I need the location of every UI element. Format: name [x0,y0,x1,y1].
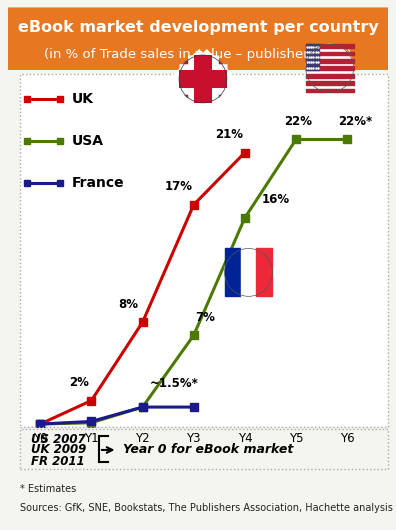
Bar [306,89,354,92]
Text: 17%: 17% [164,180,192,193]
Text: 22%: 22% [285,115,312,128]
Text: ~1.5%*: ~1.5%* [150,377,199,391]
Text: 7%: 7% [195,311,215,324]
Text: Sources: GfK, SNE, Bookstats, The Publishers Association, Hachette analysis: Sources: GfK, SNE, Bookstats, The Publis… [20,504,393,513]
Circle shape [306,45,354,92]
Text: 2%: 2% [69,376,89,389]
Text: (in % of Trade sales in value – publisher price): (in % of Trade sales in value – publishe… [44,48,352,61]
Circle shape [225,249,272,296]
Text: 21%: 21% [215,128,244,141]
Bar [257,249,272,296]
Text: FR 2011: FR 2011 [31,455,84,467]
Bar [306,74,354,77]
Bar [306,52,354,56]
Text: 8%: 8% [118,298,138,311]
Text: USA: USA [71,134,103,148]
FancyBboxPatch shape [8,7,388,70]
Bar [306,81,354,85]
Text: 16%: 16% [261,193,289,206]
Bar [306,45,354,48]
Text: UK: UK [71,92,93,106]
Bar [20,74,388,427]
Text: UK 2009: UK 2009 [31,444,86,456]
Text: * Estimates: * Estimates [20,484,76,494]
Bar [306,45,319,70]
Bar [306,59,354,63]
Text: France: France [71,176,124,190]
Circle shape [179,55,227,103]
Text: US 2007: US 2007 [31,432,86,446]
Bar [225,249,240,296]
Text: 22%*: 22%* [338,115,372,128]
Text: eBook market development per country: eBook market development per country [18,20,378,35]
Bar [240,249,257,296]
Text: Year 0 for eBook market: Year 0 for eBook market [123,444,293,456]
Bar [306,66,354,70]
